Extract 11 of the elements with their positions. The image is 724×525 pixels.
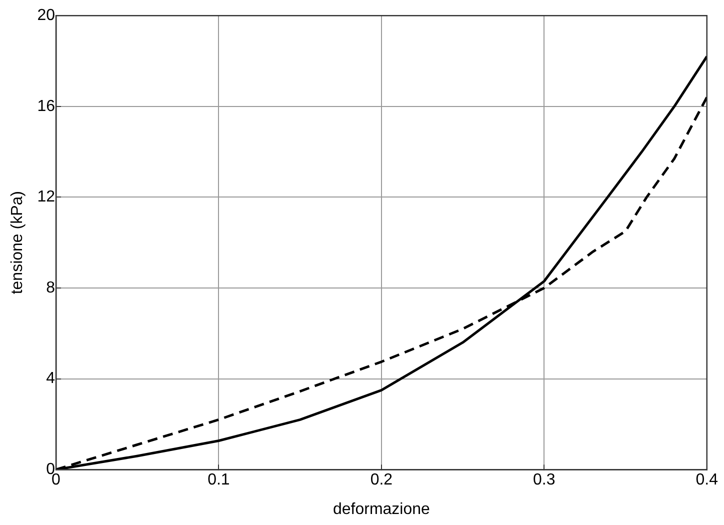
x-axis-title: deformazione <box>332 500 430 518</box>
x-tick-label: 0.3 <box>533 472 556 489</box>
x-tick-label: 0.4 <box>696 472 718 489</box>
y-axis-title: tensione (kPa) <box>9 191 26 294</box>
y-tick-label: 8 <box>46 279 56 296</box>
y-tick-label: 4 <box>46 370 56 388</box>
y-tick-label: 16 <box>37 98 56 115</box>
x-tick-label: 0.1 <box>208 472 230 489</box>
y-tick-label: 12 <box>37 188 56 206</box>
x-tick-label: 0.2 <box>370 472 393 489</box>
y-tick-label: 20 <box>37 7 56 24</box>
